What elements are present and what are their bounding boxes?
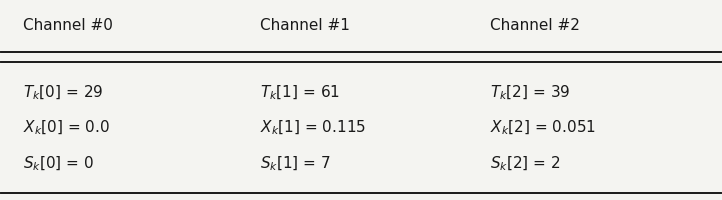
Text: $X_k$[1] = 0.115: $X_k$[1] = 0.115 <box>261 118 366 137</box>
Text: $X_k$[0] = 0.0: $X_k$[0] = 0.0 <box>23 118 110 137</box>
Text: $S_k$[1] = 7: $S_k$[1] = 7 <box>261 154 331 172</box>
Text: Channel #0: Channel #0 <box>23 18 113 33</box>
Text: $T_k$[0] = 29: $T_k$[0] = 29 <box>23 83 103 101</box>
Text: $X_k$[2] = 0.051: $X_k$[2] = 0.051 <box>490 118 596 137</box>
Text: $S_k$[0] = 0: $S_k$[0] = 0 <box>23 154 94 172</box>
Text: $S_k$[2] = 2: $S_k$[2] = 2 <box>490 154 561 172</box>
Text: $T_k$[1] = 61: $T_k$[1] = 61 <box>261 83 340 101</box>
Text: Channel #1: Channel #1 <box>261 18 350 33</box>
Text: $T_k$[2] = 39: $T_k$[2] = 39 <box>490 83 571 101</box>
Text: Channel #2: Channel #2 <box>490 18 580 33</box>
